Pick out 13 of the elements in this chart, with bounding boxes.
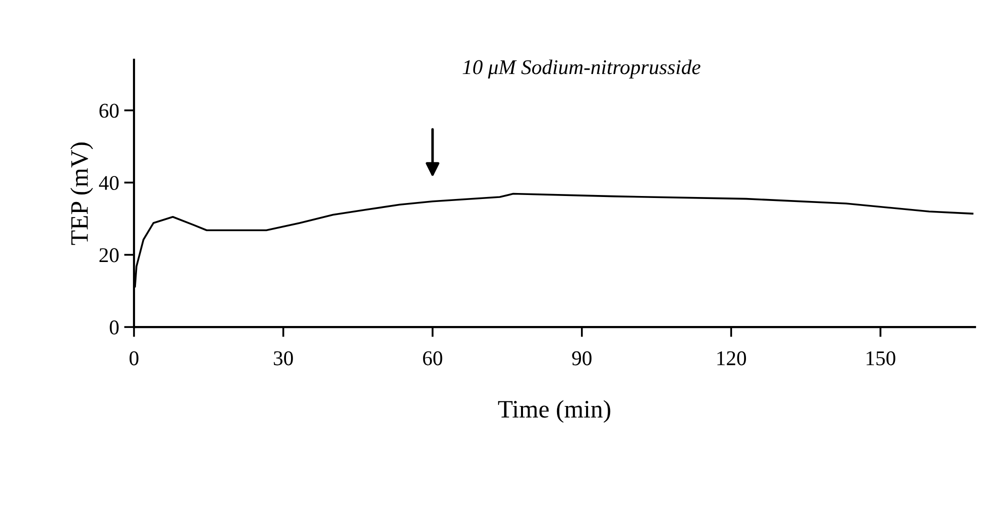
x-tick-label: 30 <box>274 351 293 366</box>
annotation: 10 μM Sodium-nitroprusside <box>462 60 700 78</box>
x-tick-label: 60 <box>423 351 442 366</box>
y-tick-label: 40 <box>98 176 119 190</box>
y-tick-label: 60 <box>99 104 119 118</box>
y-tick-label: 0 <box>110 320 119 334</box>
x-tick-label: 0 <box>130 351 138 366</box>
x-axis-title: Time (min) <box>498 400 610 423</box>
y-tick-label: 20 <box>100 248 119 262</box>
x-tick-label: 150 <box>866 351 896 366</box>
y-axis-title: TEP (mV) <box>70 142 94 245</box>
x-tick-label: 90 <box>572 351 592 366</box>
x-tick-label: 120 <box>717 351 746 366</box>
